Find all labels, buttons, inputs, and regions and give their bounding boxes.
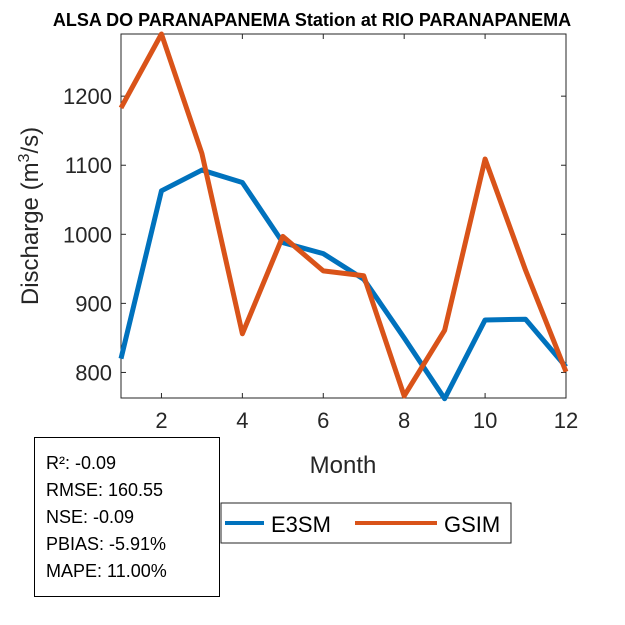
stats-box: R²: -0.09 RMSE: 160.55 NSE: -0.09 PBIAS:… bbox=[34, 437, 220, 597]
stat-pbias: PBIAS: -5.91% bbox=[46, 534, 167, 554]
chart-title: ALSA DO PARANAPANEMA Station at RIO PARA… bbox=[53, 10, 571, 30]
x-tick-label: 4 bbox=[236, 408, 248, 433]
legend-label-gsim: GSIM bbox=[444, 512, 500, 537]
x-tick-label: 2 bbox=[155, 408, 167, 433]
x-tick-label: 12 bbox=[554, 408, 578, 433]
legend-label-e3sm: E3SM bbox=[271, 512, 331, 537]
series-line-gsim bbox=[118, 31, 569, 399]
y-tick-label: 1200 bbox=[63, 84, 112, 109]
y-tick-label: 1000 bbox=[63, 222, 112, 247]
x-axis-label: Month bbox=[310, 452, 377, 479]
x-tick-label: 8 bbox=[398, 408, 410, 433]
legend: E3SM GSIM bbox=[220, 502, 512, 544]
y-axis-label-sup: 3 bbox=[16, 153, 33, 162]
stat-rmse: RMSE: 160.55 bbox=[46, 480, 164, 500]
stat-r2: R²: -0.09 bbox=[46, 453, 117, 473]
y-tick-label: 1100 bbox=[65, 153, 112, 178]
y-axis-label-base: Discharge (m bbox=[17, 162, 44, 305]
y-tick-label: 800 bbox=[75, 360, 112, 385]
y-axis-label-tail: /s) bbox=[17, 127, 44, 154]
series-line-e3sm bbox=[118, 167, 568, 402]
y-tick-label: 900 bbox=[75, 291, 112, 316]
plot-area bbox=[120, 33, 567, 399]
y-axis-label: Discharge (m3/s) bbox=[16, 127, 44, 305]
x-tick-label: 6 bbox=[317, 408, 329, 433]
stat-nse: NSE: -0.09 bbox=[46, 507, 135, 527]
stat-mape: MAPE: 11.00% bbox=[46, 561, 167, 581]
x-tick-label: 10 bbox=[473, 408, 497, 433]
